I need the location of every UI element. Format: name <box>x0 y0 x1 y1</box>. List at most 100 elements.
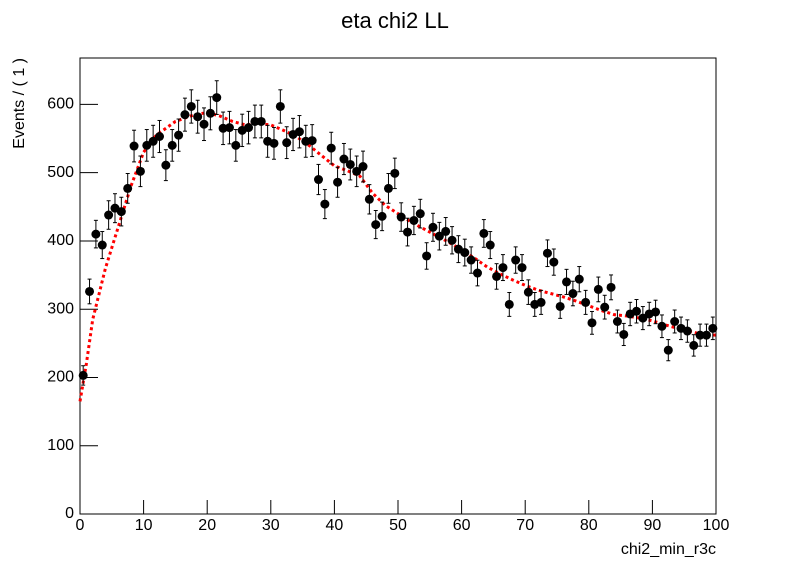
data-point <box>275 101 285 111</box>
x-tick-label: 90 <box>644 517 662 534</box>
data-point <box>517 263 527 273</box>
data-point <box>403 227 413 237</box>
data-point <box>224 123 234 133</box>
x-tick-label: 70 <box>516 517 534 534</box>
data-point <box>294 127 304 137</box>
data-point <box>523 287 533 297</box>
data-point <box>701 330 711 340</box>
data-point <box>161 160 171 170</box>
data-point <box>307 136 317 146</box>
x-tick-label: 10 <box>135 517 153 534</box>
data-point <box>511 255 521 265</box>
data-point <box>485 240 495 250</box>
data-point <box>600 302 610 312</box>
data-point <box>536 297 546 307</box>
data-point <box>587 318 597 328</box>
x-axis-label: chi2_min_r3c <box>621 541 716 558</box>
data-point <box>638 313 648 323</box>
data-point <box>314 175 323 185</box>
y-tick-label: 500 <box>47 164 74 181</box>
data-point <box>708 323 718 333</box>
x-tick-label: 20 <box>198 517 216 534</box>
data-point <box>231 140 241 150</box>
data-point <box>396 212 406 222</box>
y-tick-label: 200 <box>47 369 74 386</box>
plot-frame <box>79 57 717 515</box>
data-point <box>155 132 164 142</box>
data-point <box>441 226 451 236</box>
data-point <box>466 255 476 265</box>
data-point <box>549 257 559 267</box>
data-point <box>498 263 508 273</box>
data-point <box>104 210 114 220</box>
data-point <box>148 136 158 146</box>
data-point <box>91 229 101 239</box>
data-point <box>78 370 88 380</box>
x-tick-label: 0 <box>76 517 85 534</box>
data-point <box>409 215 419 225</box>
data-point <box>447 235 457 245</box>
data-point <box>85 286 95 296</box>
data-point <box>422 251 432 261</box>
data-point <box>142 140 152 150</box>
data-point <box>657 321 667 331</box>
data-point <box>377 211 387 221</box>
data-point <box>568 289 578 299</box>
data-point <box>199 119 209 129</box>
data-point <box>339 154 349 164</box>
data-point <box>689 340 699 350</box>
y-tick-label: 400 <box>47 232 74 249</box>
data-point <box>180 110 190 120</box>
x-tick-label: 100 <box>703 517 730 534</box>
data-point <box>504 299 514 309</box>
fit-curve <box>78 111 717 402</box>
data-point <box>352 166 362 176</box>
data-point <box>167 140 177 150</box>
data-point <box>333 177 343 187</box>
y-tick-label: 300 <box>47 300 74 317</box>
data-point <box>326 143 336 153</box>
data-point <box>186 101 196 111</box>
data-point <box>282 138 292 148</box>
x-tick-label: 60 <box>453 517 471 534</box>
data-point <box>695 330 705 340</box>
data-point <box>428 222 438 232</box>
data-point <box>371 220 381 230</box>
data-point <box>632 306 641 316</box>
data-point <box>581 297 591 307</box>
data-point <box>244 123 254 133</box>
data-point <box>193 112 203 122</box>
data-point <box>473 268 482 278</box>
data-point <box>358 162 368 172</box>
data-point <box>250 116 260 126</box>
data-point <box>593 284 603 294</box>
data-point <box>574 274 584 284</box>
data-point <box>619 329 629 339</box>
chart-title: eta chi2 LL <box>341 8 449 33</box>
x-tick-label: 50 <box>389 517 407 534</box>
data-point <box>364 194 374 204</box>
x-tick-label: 80 <box>580 517 598 534</box>
data-point <box>116 207 126 217</box>
x-tick-label: 30 <box>262 517 280 534</box>
data-point <box>269 138 279 148</box>
y-axis-label: Events / ( 1 ) <box>11 58 28 149</box>
y-tick-label: 100 <box>47 437 74 454</box>
data-point <box>135 166 145 176</box>
data-point <box>129 141 139 151</box>
data-point <box>256 116 266 126</box>
data-point <box>651 307 661 317</box>
x-tick-label: 40 <box>326 517 344 534</box>
y-tick-label: 0 <box>65 505 74 522</box>
data-point <box>562 277 572 287</box>
data-point <box>555 301 565 311</box>
data-point <box>434 231 444 241</box>
data-point <box>123 183 133 193</box>
data-point <box>492 271 502 281</box>
data-point <box>383 183 393 193</box>
data-point <box>479 228 489 238</box>
data-point <box>612 316 622 326</box>
data-point <box>663 345 673 355</box>
y-tick-label: 600 <box>47 96 74 113</box>
